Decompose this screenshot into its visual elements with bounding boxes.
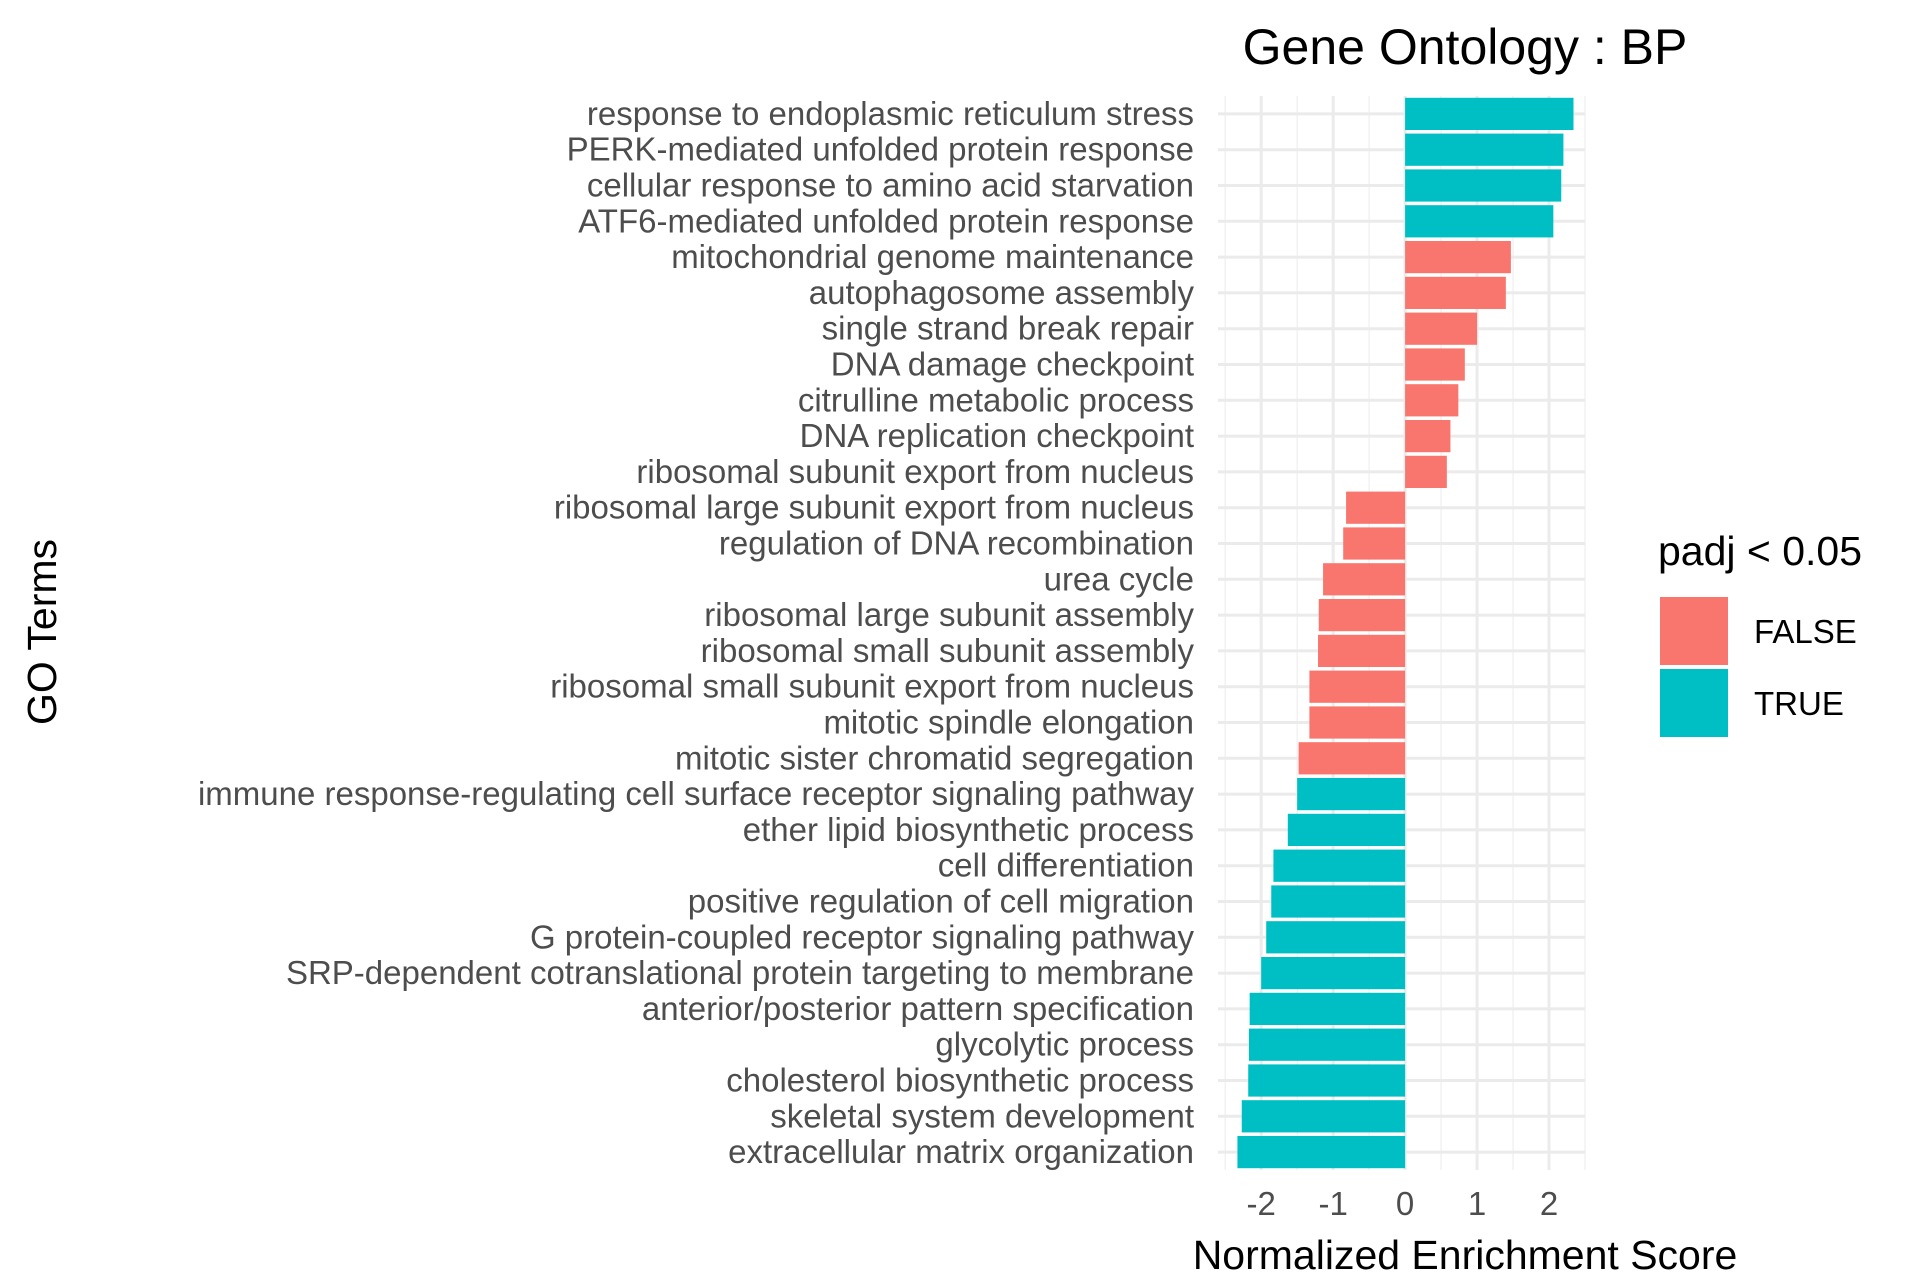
term-label: single strand break repair	[822, 310, 1194, 347]
x-axis-title: Normalized Enrichment Score	[1193, 1232, 1738, 1278]
legend-title: padj < 0.05	[1658, 528, 1862, 574]
term-label: anterior/posterior pattern specification	[642, 990, 1194, 1027]
term-label: cholesterol biosynthetic process	[726, 1062, 1194, 1099]
term-label: ribosomal small subunit export from nucl…	[550, 668, 1194, 705]
bar	[1405, 419, 1451, 453]
term-label: cell differentiation	[938, 847, 1194, 884]
bar	[1343, 527, 1406, 560]
bar	[1318, 634, 1406, 668]
bar	[1405, 240, 1511, 274]
term-label: cellular response to amino acid starvati…	[587, 167, 1194, 204]
term-label: regulation of DNA recombination	[719, 525, 1194, 562]
bar	[1248, 1064, 1406, 1097]
term-label: mitotic sister chromatid segregation	[675, 739, 1194, 776]
bar	[1405, 384, 1459, 417]
bar	[1405, 312, 1478, 345]
term-label: mitotic spindle elongation	[823, 704, 1194, 741]
minor-gridlines	[1224, 96, 1586, 1170]
term-label: positive regulation of cell migration	[688, 883, 1194, 920]
term-label: citrulline metabolic process	[798, 381, 1194, 418]
bar	[1346, 491, 1406, 524]
legend: padj < 0.05 FALSE TRUE	[1658, 528, 1862, 737]
term-label: autophagosome assembly	[809, 274, 1195, 311]
bar	[1405, 455, 1447, 489]
x-tick-label: 0	[1396, 1185, 1414, 1222]
bar	[1309, 706, 1406, 739]
term-label: urea cycle	[1044, 560, 1194, 597]
y-axis-title: GO Terms	[19, 539, 65, 725]
bar	[1405, 169, 1562, 202]
bar	[1405, 205, 1554, 238]
bar	[1287, 813, 1406, 847]
bars	[1237, 97, 1574, 1169]
term-label: ribosomal small subunit assembly	[701, 632, 1195, 669]
legend-label-false: FALSE	[1754, 613, 1857, 650]
bar	[1241, 1100, 1406, 1133]
x-tick-label: 2	[1540, 1185, 1558, 1222]
legend-swatch-true	[1660, 669, 1728, 737]
bar	[1271, 885, 1406, 918]
term-label: ether lipid biosynthetic process	[743, 811, 1194, 848]
major-gridlines	[1218, 96, 1585, 1170]
bar	[1405, 348, 1465, 381]
term-label: response to endoplasmic reticulum stress	[587, 95, 1194, 132]
term-label: glycolytic process	[935, 1026, 1194, 1063]
legend-swatch-false	[1660, 597, 1728, 665]
bar	[1237, 1135, 1406, 1169]
y-tick-labels: response to endoplasmic reticulum stress…	[198, 95, 1195, 1170]
bar	[1266, 921, 1406, 954]
x-tick-label: -2	[1247, 1185, 1276, 1222]
term-label: ribosomal subunit export from nucleus	[636, 453, 1194, 490]
bar	[1405, 276, 1506, 310]
bar	[1297, 777, 1406, 811]
term-label: mitochondrial genome maintenance	[671, 238, 1194, 275]
term-label: extracellular matrix organization	[728, 1133, 1194, 1170]
bar	[1309, 670, 1406, 703]
term-label: PERK-mediated unfolded protein response	[567, 131, 1194, 168]
term-label: DNA replication checkpoint	[800, 417, 1194, 454]
term-label: ATF6-mediated unfolded protein response	[578, 202, 1194, 239]
term-label: SRP-dependent cotranslational protein ta…	[286, 954, 1194, 991]
x-tick-labels: -2 -1 0 1 2	[1247, 1185, 1559, 1222]
bar	[1318, 598, 1406, 632]
legend-label-true: TRUE	[1754, 685, 1844, 722]
term-label: DNA damage checkpoint	[831, 346, 1194, 383]
chart-title: Gene Ontology : BP	[1243, 19, 1688, 75]
bar	[1248, 1028, 1406, 1061]
x-tick-label: -1	[1318, 1185, 1347, 1222]
term-label: immune response-regulating cell surface …	[198, 775, 1195, 812]
bar	[1261, 956, 1406, 990]
bar	[1405, 133, 1564, 166]
bar	[1273, 849, 1406, 882]
term-label: G protein-coupled receptor signaling pat…	[530, 918, 1195, 955]
term-label: ribosomal large subunit export from nucl…	[554, 489, 1194, 526]
term-label: skeletal system development	[770, 1097, 1194, 1134]
bar	[1323, 563, 1406, 596]
bar	[1298, 742, 1406, 775]
term-label: ribosomal large subunit assembly	[704, 596, 1194, 633]
bar	[1249, 992, 1406, 1026]
bar	[1405, 97, 1574, 131]
x-tick-label: 1	[1468, 1185, 1486, 1222]
